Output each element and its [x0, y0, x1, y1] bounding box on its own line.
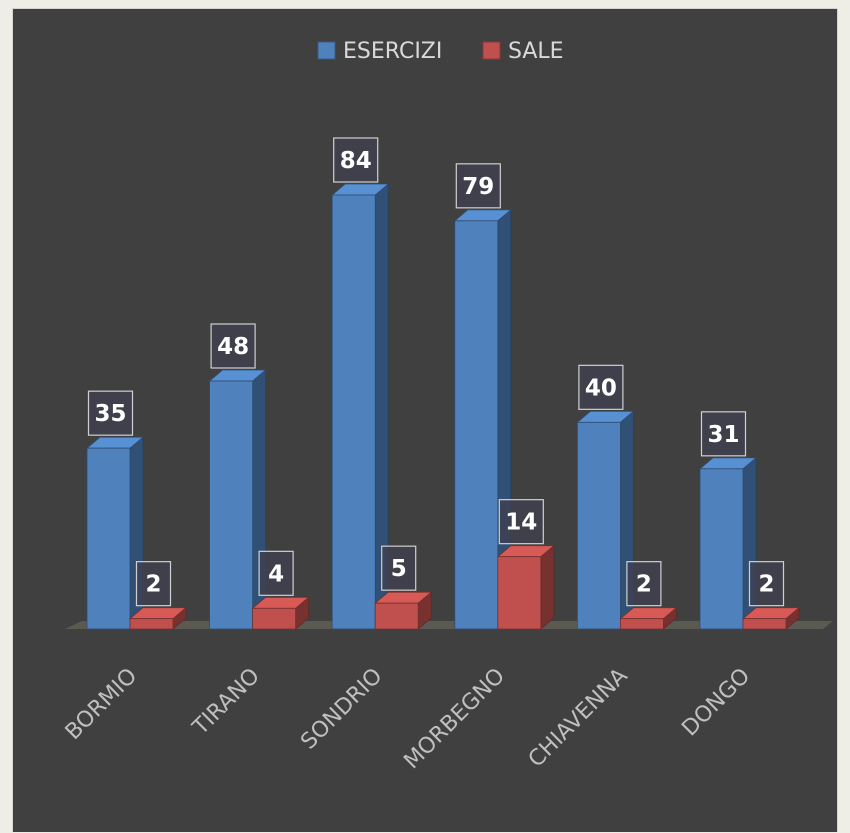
- chart-area: ESERCIZI SALE 35 2 48 4 84 5 79 14 40 2 31 2 BORMIO T…: [12, 8, 838, 832]
- legend-label-sale: SALE: [508, 39, 564, 64]
- bar-chart: ESERCIZI SALE 35 2 48 4 84 5 79 14 40 2 31 2 BORMIO T…: [61, 39, 833, 775]
- svg-text:5: 5: [391, 556, 407, 582]
- x-tick-label-morbegno: MORBEGNO: [399, 664, 510, 775]
- data-label-esercizi-dongo: 31: [700, 411, 747, 457]
- data-label-esercizi-bormio: 35: [87, 390, 134, 436]
- legend-swatch-esercizi: [317, 41, 336, 60]
- svg-text:40: 40: [585, 375, 617, 401]
- chart-legend: ESERCIZI SALE: [317, 39, 564, 64]
- svg-text:2: 2: [145, 572, 161, 598]
- data-label-esercizi-morbegno: 79: [455, 163, 501, 209]
- bar-sale-sondrio: [374, 591, 433, 630]
- x-tick-label-tirano: TIRANO: [188, 664, 265, 741]
- bar-esercizi-sondrio: [331, 183, 390, 630]
- bar-esercizi-dongo: [698, 456, 758, 630]
- data-label-sale-tirano: 4: [258, 550, 294, 596]
- data-label-esercizi-sondrio: 84: [333, 137, 379, 183]
- bar-sale-tirano: [251, 596, 310, 630]
- svg-text:79: 79: [462, 174, 494, 200]
- bar-esercizi-morbegno: [453, 208, 512, 630]
- data-label-sale-chiavenna: 2: [626, 561, 662, 607]
- legend-swatch-sale: [482, 41, 501, 60]
- svg-text:35: 35: [94, 401, 126, 427]
- svg-text:4: 4: [268, 561, 284, 587]
- data-label-esercizi-chiavenna: 40: [578, 364, 624, 410]
- bar-esercizi-bormio: [85, 436, 145, 630]
- svg-text:48: 48: [217, 334, 249, 360]
- bar-group: [85, 183, 801, 630]
- x-tick-label-chiavenna: CHIAVENNA: [524, 664, 633, 773]
- legend-label-esercizi: ESERCIZI: [343, 39, 442, 64]
- data-label-sale-sondrio: 5: [381, 545, 417, 591]
- svg-text:2: 2: [758, 572, 774, 598]
- bar-sale-bormio: [128, 606, 188, 630]
- bar-esercizi-tirano: [208, 369, 267, 630]
- data-label-sale-morbegno: 14: [498, 499, 544, 545]
- svg-text:31: 31: [707, 422, 739, 448]
- svg-text:2: 2: [636, 572, 652, 598]
- data-label-sale-bormio: 2: [135, 561, 172, 607]
- x-axis-tick-labels: BORMIO TIRANO SONDRIO MORBEGNO CHIAVENNA DONG…: [61, 664, 755, 775]
- x-tick-label-sondrio: SONDRIO: [296, 664, 387, 755]
- bar-esercizi-chiavenna: [576, 410, 635, 630]
- x-tick-label-dongo: DONGO: [677, 664, 755, 742]
- bar-sale-dongo: [741, 606, 801, 630]
- svg-text:14: 14: [505, 510, 537, 536]
- data-label-esercizi-tirano: 48: [210, 323, 256, 369]
- x-tick-label-bormio: BORMIO: [61, 664, 142, 745]
- bar-sale-morbegno: [496, 544, 555, 630]
- data-label-sale-dongo: 2: [748, 561, 785, 607]
- bar-sale-chiavenna: [619, 606, 678, 630]
- svg-text:84: 84: [340, 148, 372, 174]
- data-labels: 35 2 48 4 84 5 79 14 40 2 31 2: [87, 137, 785, 607]
